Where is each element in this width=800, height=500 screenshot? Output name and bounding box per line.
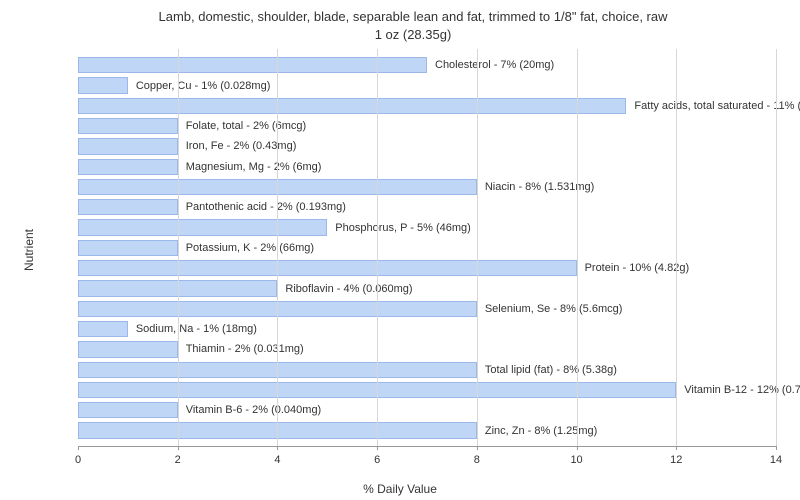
bar — [78, 57, 427, 73]
bar — [78, 321, 128, 337]
bar — [78, 138, 178, 154]
bar — [78, 240, 178, 256]
bar-label: Total lipid (fat) - 8% (5.38g) — [481, 364, 617, 376]
y-axis-label: Nutrient — [22, 229, 36, 271]
gridline — [277, 49, 278, 446]
xtick-mark — [477, 446, 478, 450]
gridline — [377, 49, 378, 446]
bar-row: Fatty acids, total saturated - 11% (2.27… — [78, 96, 776, 116]
bar-label: Vitamin B-12 - 12% (0.74mcg) — [680, 384, 800, 396]
bar-label: Selenium, Se - 8% (5.6mcg) — [481, 303, 623, 315]
bar — [78, 77, 128, 93]
bar-row: Protein - 10% (4.82g) — [78, 258, 776, 278]
bar — [78, 260, 577, 276]
bar-row: Riboflavin - 4% (0.060mg) — [78, 278, 776, 298]
bar-row: Niacin - 8% (1.531mg) — [78, 177, 776, 197]
bar-label: Iron, Fe - 2% (0.43mg) — [182, 140, 297, 152]
bar-label: Vitamin B-6 - 2% (0.040mg) — [182, 404, 322, 416]
bar — [78, 199, 178, 215]
bar-row: Total lipid (fat) - 8% (5.38g) — [78, 360, 776, 380]
bar-label: Zinc, Zn - 8% (1.25mg) — [481, 425, 597, 437]
bar-label: Fatty acids, total saturated - 11% (2.27… — [630, 100, 800, 112]
bar-row: Vitamin B-6 - 2% (0.040mg) — [78, 400, 776, 420]
bar-label: Phosphorus, P - 5% (46mg) — [331, 222, 471, 234]
plot-area: Cholesterol - 7% (20mg) Copper, Cu - 1% (… — [78, 49, 776, 447]
gridline — [676, 49, 677, 446]
gridline — [776, 49, 777, 446]
bars-group: Cholesterol - 7% (20mg) Copper, Cu - 1% (… — [78, 49, 776, 446]
xtick-mark — [78, 446, 79, 450]
bar-label: Pantothenic acid - 2% (0.193mg) — [182, 201, 346, 213]
title-line-1: Lamb, domestic, shoulder, blade, separab… — [50, 8, 776, 26]
bar-row: Potassium, K - 2% (66mg) — [78, 238, 776, 258]
xtick-mark — [178, 446, 179, 450]
xtick-label: 8 — [474, 454, 480, 466]
title-line-2: 1 oz (28.35g) — [50, 26, 776, 44]
bar-row: Zinc, Zn - 8% (1.25mg) — [78, 420, 776, 440]
bar-row: Phosphorus, P - 5% (46mg) — [78, 217, 776, 237]
bar-row: Folate, total - 2% (6mcg) — [78, 116, 776, 136]
bar-row: Sodium, Na - 1% (18mg) — [78, 319, 776, 339]
bar-row: Cholesterol - 7% (20mg) — [78, 55, 776, 75]
xtick-label: 0 — [75, 454, 81, 466]
xtick-mark — [277, 446, 278, 450]
xtick-label: 12 — [670, 454, 682, 466]
bar-label: Thiamin - 2% (0.031mg) — [182, 343, 304, 355]
bar — [78, 98, 626, 114]
chart-title: Lamb, domestic, shoulder, blade, separab… — [50, 8, 776, 43]
gridline — [477, 49, 478, 446]
xtick-label: 14 — [770, 454, 782, 466]
bar — [78, 341, 178, 357]
gridline — [577, 49, 578, 446]
bar-row: Thiamin - 2% (0.031mg) — [78, 339, 776, 359]
bar-label: Cholesterol - 7% (20mg) — [431, 59, 554, 71]
x-axis-label: % Daily Value — [363, 482, 437, 496]
bar-label: Sodium, Na - 1% (18mg) — [132, 323, 257, 335]
bar — [78, 159, 178, 175]
bar-label: Potassium, K - 2% (66mg) — [182, 242, 314, 254]
bar-row: Pantothenic acid - 2% (0.193mg) — [78, 197, 776, 217]
bar — [78, 402, 178, 418]
xtick-label: 6 — [374, 454, 380, 466]
bar-row: Copper, Cu - 1% (0.028mg) — [78, 75, 776, 95]
xtick-label: 10 — [570, 454, 582, 466]
xtick-mark — [676, 446, 677, 450]
xtick-mark — [776, 446, 777, 450]
xtick-mark — [377, 446, 378, 450]
bar-label: Protein - 10% (4.82g) — [581, 262, 690, 274]
xtick-mark — [577, 446, 578, 450]
bar-label: Folate, total - 2% (6mcg) — [182, 120, 306, 132]
xtick-label: 4 — [274, 454, 280, 466]
bar-row: Iron, Fe - 2% (0.43mg) — [78, 136, 776, 156]
bar-label: Magnesium, Mg - 2% (6mg) — [182, 161, 322, 173]
xtick-label: 2 — [175, 454, 181, 466]
gridline — [178, 49, 179, 446]
chart-container: Lamb, domestic, shoulder, blade, separab… — [0, 0, 800, 500]
bar-row: Selenium, Se - 8% (5.6mcg) — [78, 299, 776, 319]
bar — [78, 118, 178, 134]
bar-label: Copper, Cu - 1% (0.028mg) — [132, 80, 271, 92]
bar-label: Riboflavin - 4% (0.060mg) — [281, 283, 412, 295]
bar-row: Magnesium, Mg - 2% (6mg) — [78, 157, 776, 177]
bar — [78, 219, 327, 235]
bar-row: Vitamin B-12 - 12% (0.74mcg) — [78, 380, 776, 400]
